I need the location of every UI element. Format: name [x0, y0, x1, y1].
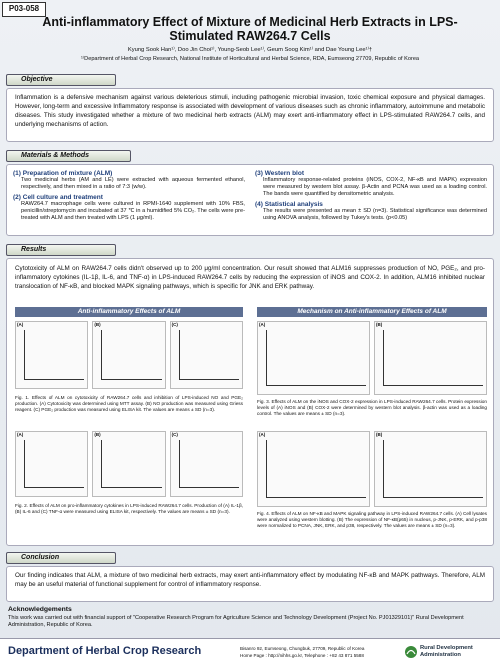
results-intro: Cytotoxicity of ALM on RAW264.7 cells di…	[15, 265, 485, 290]
ack-text: This work was carried out with financial…	[8, 615, 464, 628]
affiliation: ¹⁾Department of Herbal Crop Research, Na…	[80, 56, 420, 62]
objective-box: Inflammation is a defensive mechanism ag…	[6, 88, 494, 142]
section-heading: Conclusion	[6, 552, 116, 564]
figure-panel: (A)	[15, 321, 89, 389]
panel-axes	[24, 440, 85, 488]
figure-panel: (B)	[374, 431, 487, 507]
method-text: Inflammatory response-related proteins (…	[263, 177, 487, 197]
conclusion-box: Our finding indicates that ALM, a mixtur…	[6, 566, 494, 602]
panel-label: (A)	[259, 322, 266, 327]
footer-contact: Home Page : http://nihhs.go.kr, Telephon…	[240, 653, 364, 658]
methods-box: (1) Preparation of mixture (ALM) Two med…	[6, 164, 494, 236]
panel-label: (B)	[94, 432, 101, 437]
figure-panel: (C)	[169, 321, 243, 389]
figure-caption: Fig. 4. Effects of ALM on NF-κB and MAPK…	[257, 511, 487, 528]
section-heading: Materials & Methods	[6, 150, 131, 162]
method-text: The results were presented as mean ± SD …	[263, 208, 487, 221]
figure-panel: (B)	[92, 431, 166, 497]
panel-label: (B)	[376, 322, 383, 327]
footer-department: Department of Herbal Crop Research	[8, 645, 202, 657]
section-heading: Results	[6, 244, 116, 256]
methods-left: (1) Preparation of mixture (ALM) Two med…	[13, 167, 245, 222]
panel-axes	[24, 330, 85, 380]
figure-panel: (B)	[92, 321, 166, 389]
panel-axes	[266, 440, 366, 498]
ack-heading: Acknowledgements	[8, 606, 72, 613]
figure-caption: Fig. 1. Effects of ALM on cytotoxicity o…	[15, 395, 243, 412]
methods-right: (3) Western blot Inflammatory response-r…	[255, 167, 487, 222]
figure-panel: (A)	[15, 431, 89, 497]
panel-label: (B)	[376, 432, 383, 437]
panel-label: (C)	[171, 322, 178, 327]
results-subheading: Anti-inflammatory Effects of ALM	[15, 307, 243, 317]
panel-axes	[101, 440, 162, 488]
results-box: Cytotoxicity of ALM on RAW264.7 cells di…	[6, 258, 494, 546]
panel-axes	[178, 440, 239, 488]
method-heading: (1) Preparation of mixture (ALM)	[13, 170, 113, 177]
title: Anti-inflammatory Effect of Mixture of M…	[42, 15, 458, 43]
method-heading: (2) Cell culture and treatment	[13, 194, 103, 201]
poster-id: P03-058	[2, 2, 46, 17]
method-heading: (4) Statistical analysis	[255, 201, 323, 208]
conclusion-text: Our finding indicates that ALM, a mixtur…	[15, 572, 485, 588]
footer-address: Bisanro 92, Eumseong, Chungbuk, 27709, R…	[240, 646, 365, 651]
figure-panel: (A)	[257, 321, 370, 395]
panel-label: (A)	[17, 322, 24, 327]
panel-axes	[383, 440, 483, 498]
method-text: Two medicinal herbs (AM and LE) were ext…	[21, 177, 245, 190]
figure-caption: Fig. 3. Effects of ALM on the iNOS and C…	[257, 399, 487, 416]
panel-label: (A)	[259, 432, 266, 437]
figure-panel: (C)	[169, 431, 243, 497]
method-heading: (3) Western blot	[255, 170, 304, 177]
authors: Kyung Sook Han¹⁾, Doo Jin Choi¹⁾, Young-…	[127, 47, 373, 53]
panel-label: (B)	[94, 322, 101, 327]
section-heading: Objective	[6, 74, 116, 86]
results-subheading: Mechanism on Anti-inflammatory Effects o…	[257, 307, 487, 317]
panel-axes	[266, 330, 366, 386]
method-text: RAW264.7 macrophage cells were cultured …	[21, 201, 245, 221]
logo	[405, 646, 417, 658]
panel-axes	[383, 330, 483, 386]
figure-panel: (B)	[374, 321, 487, 395]
panel-axes	[101, 330, 162, 380]
figure-caption: Fig. 2. Effects of ALM on pro-inflammato…	[15, 503, 243, 514]
panel-label: (A)	[17, 432, 24, 437]
panel-label: (C)	[171, 432, 178, 437]
figure-panel: (A)	[257, 431, 370, 507]
panel-axes	[178, 330, 239, 380]
objective-text: Inflammation is a defensive mechanism ag…	[15, 94, 485, 128]
footer-organization: Rural Development Administration	[420, 645, 473, 658]
